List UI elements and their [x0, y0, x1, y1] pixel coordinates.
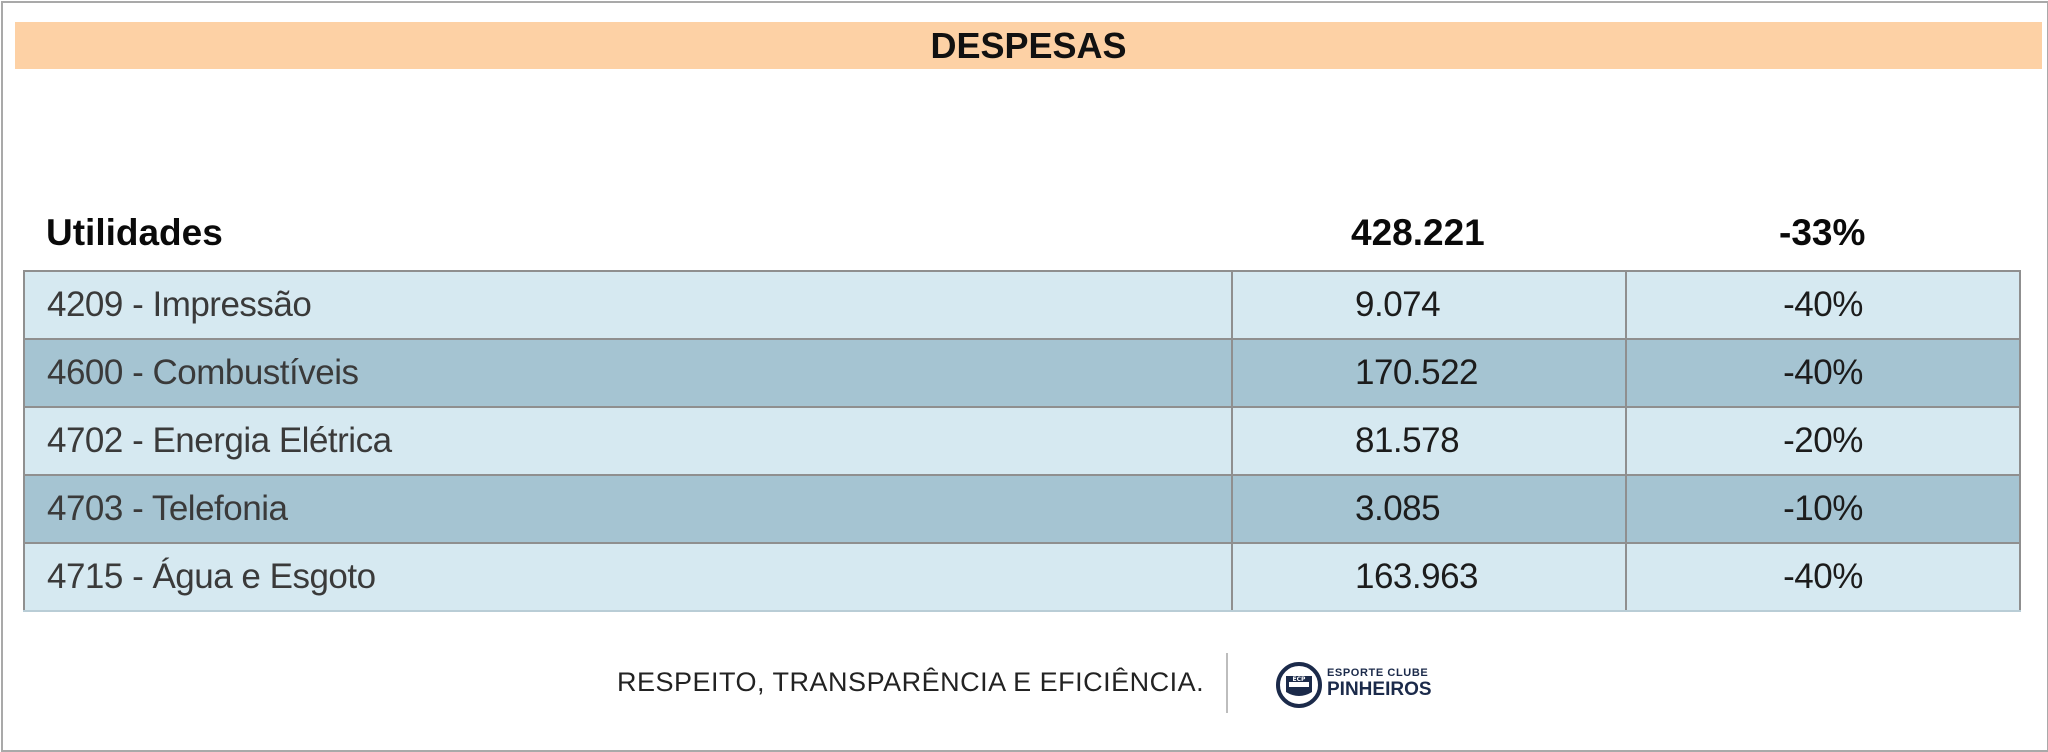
- row-name: 4703 - Telefonia: [23, 474, 1233, 544]
- table-row: 4703 - Telefonia 3.085 -10%: [23, 474, 2021, 544]
- summary-label: Utilidades: [46, 212, 223, 253]
- row-change: -40%: [1625, 338, 2021, 408]
- row-name: 4600 - Combustíveis: [23, 338, 1233, 408]
- table-row: 4209 - Impressão 9.074 -40%: [23, 270, 2021, 340]
- row-change: -10%: [1625, 474, 2021, 544]
- logo-line2: PINHEIROS: [1327, 679, 1432, 700]
- row-value: 163.963: [1231, 542, 1627, 612]
- row-value: 9.074: [1231, 270, 1627, 340]
- row-value: 81.578: [1231, 406, 1627, 476]
- row-change: -40%: [1625, 270, 2021, 340]
- club-logo-text: ESPORTE CLUBE PINHEIROS: [1327, 667, 1432, 700]
- row-change: -40%: [1625, 542, 2021, 612]
- table-row: 4702 - Energia Elétrica 81.578 -20%: [23, 406, 2021, 476]
- expenses-table: 4209 - Impressão 9.074 -40% 4600 - Combu…: [23, 270, 2021, 612]
- footer-slogan: RESPEITO, TRANSPARÊNCIA E EFICIÊNCIA.: [617, 667, 1205, 697]
- footer-divider: [1226, 653, 1228, 713]
- table-row: 4600 - Combustíveis 170.522 -40%: [23, 338, 2021, 408]
- row-value: 3.085: [1231, 474, 1627, 544]
- row-name: 4702 - Energia Elétrica: [23, 406, 1233, 476]
- row-change: -20%: [1625, 406, 2021, 476]
- summary-row: Utilidades 428.221 -33%: [3, 203, 2048, 263]
- row-name: 4209 - Impressão: [23, 270, 1233, 340]
- club-crest-icon: ECP: [1276, 662, 1322, 708]
- logo-mark: ECP: [1293, 676, 1307, 683]
- row-value: 170.522: [1231, 338, 1627, 408]
- row-name: 4715 - Água e Esgoto: [23, 542, 1233, 612]
- summary-value: 428.221: [1351, 212, 1485, 253]
- logo-line1: ESPORTE CLUBE: [1327, 667, 1429, 679]
- table-row: 4715 - Água e Esgoto 163.963 -40%: [23, 542, 2021, 612]
- summary-change: -33%: [1779, 212, 1866, 253]
- page-title: DESPESAS: [15, 22, 2042, 69]
- footer: RESPEITO, TRANSPARÊNCIA E EFICIÊNCIA. EC…: [3, 651, 2048, 715]
